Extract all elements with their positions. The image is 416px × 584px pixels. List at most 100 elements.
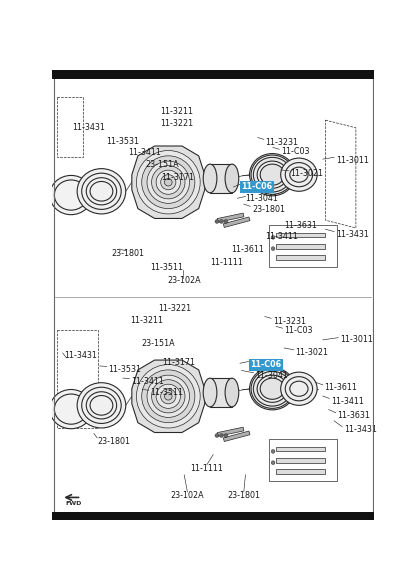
Circle shape xyxy=(142,156,195,208)
Circle shape xyxy=(271,450,275,453)
Ellipse shape xyxy=(285,162,312,187)
Text: 11-3431: 11-3431 xyxy=(72,123,105,131)
Bar xyxy=(276,447,325,451)
Circle shape xyxy=(215,220,219,223)
Circle shape xyxy=(147,161,190,203)
Circle shape xyxy=(271,461,275,465)
Circle shape xyxy=(271,247,275,251)
Ellipse shape xyxy=(257,375,287,402)
Circle shape xyxy=(151,380,185,413)
Ellipse shape xyxy=(77,383,126,428)
Text: 11-3041: 11-3041 xyxy=(255,371,288,380)
Text: 11-3411: 11-3411 xyxy=(128,148,161,157)
Ellipse shape xyxy=(82,173,121,210)
Text: 11-3431: 11-3431 xyxy=(336,230,369,239)
Text: 11-3631: 11-3631 xyxy=(337,411,370,420)
Ellipse shape xyxy=(285,377,312,401)
Circle shape xyxy=(271,235,275,239)
Ellipse shape xyxy=(90,182,113,201)
Text: 11-3531: 11-3531 xyxy=(106,137,139,145)
Circle shape xyxy=(151,166,185,199)
Ellipse shape xyxy=(82,387,121,423)
Ellipse shape xyxy=(225,378,239,407)
Text: 11-3021: 11-3021 xyxy=(291,169,324,178)
Circle shape xyxy=(220,220,223,223)
Bar xyxy=(269,225,337,267)
Ellipse shape xyxy=(54,180,88,210)
Ellipse shape xyxy=(203,164,217,193)
Ellipse shape xyxy=(290,167,308,182)
Ellipse shape xyxy=(260,378,285,399)
Text: 11-3171: 11-3171 xyxy=(161,173,194,182)
Polygon shape xyxy=(132,360,205,433)
Bar xyxy=(57,331,99,429)
Circle shape xyxy=(136,151,200,214)
Text: 11-3211: 11-3211 xyxy=(161,107,193,116)
Text: 11-1111: 11-1111 xyxy=(190,464,223,472)
Bar xyxy=(276,233,325,237)
Text: 11-3411: 11-3411 xyxy=(331,397,364,406)
Text: 11-3411: 11-3411 xyxy=(265,232,298,241)
Text: 11-3531: 11-3531 xyxy=(109,364,141,374)
Bar xyxy=(52,512,374,520)
Circle shape xyxy=(147,375,190,418)
Text: 11-1111: 11-1111 xyxy=(210,258,243,267)
Circle shape xyxy=(224,220,228,223)
Ellipse shape xyxy=(257,161,287,188)
Ellipse shape xyxy=(86,178,116,205)
Text: 11-3631: 11-3631 xyxy=(284,221,317,230)
Circle shape xyxy=(164,392,172,400)
Bar xyxy=(276,470,325,474)
Text: 23-1801: 23-1801 xyxy=(97,437,130,446)
Text: 23-1801: 23-1801 xyxy=(252,205,285,214)
Text: 11-C03: 11-C03 xyxy=(284,326,313,335)
Bar xyxy=(276,255,325,260)
Ellipse shape xyxy=(250,367,295,410)
Circle shape xyxy=(215,434,219,437)
Ellipse shape xyxy=(260,164,285,185)
Ellipse shape xyxy=(250,154,295,196)
Text: 11-3011: 11-3011 xyxy=(336,155,369,165)
Circle shape xyxy=(156,384,181,408)
Circle shape xyxy=(156,170,181,194)
Text: 11-3411: 11-3411 xyxy=(131,377,164,386)
Text: 11-3011: 11-3011 xyxy=(341,335,374,345)
Text: 23-1801: 23-1801 xyxy=(227,491,260,499)
Text: 23-151A: 23-151A xyxy=(146,160,179,169)
Ellipse shape xyxy=(253,157,291,192)
Circle shape xyxy=(220,434,223,437)
Text: 11-3221: 11-3221 xyxy=(161,119,194,128)
Text: 11-3611: 11-3611 xyxy=(324,383,357,392)
Text: 11-3431: 11-3431 xyxy=(64,351,97,360)
Text: 11-C03: 11-C03 xyxy=(281,147,310,157)
Text: 11-3611: 11-3611 xyxy=(231,245,264,255)
Text: 11-3231: 11-3231 xyxy=(265,137,298,147)
Ellipse shape xyxy=(253,371,291,406)
Text: 11-C06: 11-C06 xyxy=(250,360,281,369)
Ellipse shape xyxy=(290,381,308,397)
Bar xyxy=(217,427,244,436)
Text: 11-3041: 11-3041 xyxy=(245,194,278,203)
Text: 11-3511: 11-3511 xyxy=(150,263,183,272)
Text: 11-C06: 11-C06 xyxy=(242,182,273,192)
Text: 23-151A: 23-151A xyxy=(141,339,175,348)
Bar xyxy=(269,439,337,481)
Circle shape xyxy=(161,389,176,404)
Text: FWD: FWD xyxy=(65,501,82,506)
Circle shape xyxy=(224,434,228,437)
Circle shape xyxy=(161,175,176,190)
Ellipse shape xyxy=(281,158,317,192)
Circle shape xyxy=(164,179,172,186)
Text: 11-3431: 11-3431 xyxy=(344,425,376,434)
Bar xyxy=(57,97,83,158)
Bar xyxy=(276,244,325,249)
Ellipse shape xyxy=(203,378,217,407)
Bar xyxy=(210,378,232,407)
Bar xyxy=(223,217,250,227)
Circle shape xyxy=(136,364,200,428)
Text: 23-1801: 23-1801 xyxy=(111,249,145,258)
Bar xyxy=(52,70,374,79)
Text: 11-3171: 11-3171 xyxy=(162,358,195,367)
Ellipse shape xyxy=(77,169,126,214)
Bar xyxy=(217,213,244,223)
